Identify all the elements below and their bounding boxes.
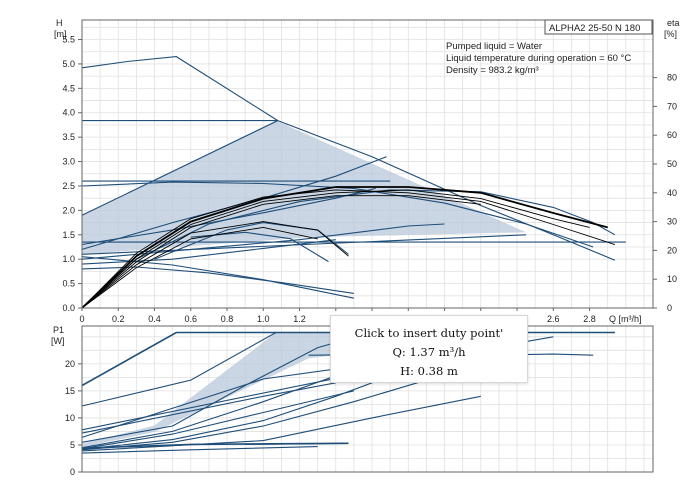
tooltip-flow-value: Q: 1.37 m³/h	[392, 345, 466, 359]
head-curve-8[interactable]	[81, 234, 527, 255]
head-curve-6[interactable]	[81, 181, 594, 248]
head-y-tick-label: 1.0	[62, 254, 75, 264]
power-axis-label: P1	[53, 325, 64, 335]
power-y-tick-label: 20	[65, 359, 75, 369]
eta-tick-label: 60	[667, 130, 677, 140]
efficiency-curve-3[interactable]	[81, 195, 481, 309]
efficiency-curve-5[interactable]	[81, 226, 318, 309]
head-y-tick-label: 5.5	[62, 35, 75, 45]
eta-tick-label: 10	[667, 274, 677, 284]
power-curve-1[interactable]	[81, 332, 277, 407]
head-curve-13[interactable]	[81, 256, 355, 299]
head-curve-2[interactable]	[81, 120, 279, 216]
head-curve-7[interactable]	[81, 223, 445, 260]
power-y-tick-label: 0	[70, 467, 75, 477]
flow-x-tick-label: 2.6	[547, 314, 560, 324]
info-line-pumped-liquid: Pumped liquid = Water	[446, 41, 542, 52]
info-line-density: Density = 983.2 kg/m³	[446, 65, 539, 76]
efficiency-curve-1[interactable]	[81, 189, 590, 309]
eta-tick-label: 50	[667, 159, 677, 169]
head-axis-unit: [m]	[54, 29, 67, 39]
head-y-tick-label: 2.0	[62, 205, 75, 215]
flow-x-tick-label: 0.4	[148, 314, 161, 324]
power-axis-unit: [W]	[51, 336, 65, 346]
flow-x-tick-label: 0.8	[221, 314, 234, 324]
info-line-temperature: Liquid temperature during operation = 60…	[446, 53, 631, 64]
flow-x-tick-label: 0.2	[112, 314, 125, 324]
head-curve-0[interactable]	[81, 56, 279, 122]
head-y-tick-label: 3.5	[62, 132, 75, 142]
power-y-tick-label: 10	[65, 413, 75, 423]
eta-axis-unit: [%]	[664, 29, 677, 39]
eta-tick-label: 0	[667, 303, 672, 313]
efficiency-curve-0[interactable]	[81, 186, 608, 309]
head-y-tick-label: 1.5	[62, 230, 75, 240]
efficiency-curve-4[interactable]	[81, 221, 349, 309]
power-curve-5[interactable]	[81, 368, 409, 450]
model-label-box	[544, 19, 653, 35]
eta-tick-label: 20	[667, 245, 677, 255]
flow-x-tick-label: 2.8	[583, 314, 596, 324]
head-curve-12[interactable]	[81, 266, 354, 294]
flow-axis-unit: Q [m³/h]	[609, 314, 642, 324]
power-curve-14[interactable]	[245, 442, 349, 445]
head-y-tick-label: 3.0	[62, 157, 75, 167]
power-curve-6[interactable]	[81, 379, 427, 451]
model-label: ALPHA2 25-50 N 180	[549, 23, 640, 34]
tooltip-head-value: H: 0.38 m	[400, 364, 458, 378]
flow-x-tick-label: 1.0	[257, 314, 270, 324]
eta-axis-label: eta	[667, 18, 680, 28]
head-y-tick-label: 4.5	[62, 83, 75, 93]
head-axis-label: H	[56, 18, 63, 28]
flow-x-tick-label: 0	[79, 314, 84, 324]
power-curve-7[interactable]	[81, 390, 355, 450]
efficiency-curve-2[interactable]	[81, 189, 616, 309]
head-y-tick-label: 4.0	[62, 108, 75, 118]
eta-tick-label: 40	[667, 188, 677, 198]
head-curve-3[interactable]	[277, 120, 616, 261]
head-y-tick-label: 5.0	[62, 59, 75, 69]
duty-point-tooltip[interactable]: Click to insert duty point' Q: 1.37 m³/h…	[330, 315, 528, 383]
flow-x-tick-label: 1.2	[293, 314, 306, 324]
power-curve-9[interactable]	[81, 382, 336, 434]
head-curve-16[interactable]	[81, 189, 616, 309]
head-y-tick-label: 0.5	[62, 279, 75, 289]
eta-tick-label: 80	[667, 73, 677, 83]
head-curve-14[interactable]	[154, 222, 349, 260]
power-curve-15[interactable]	[81, 446, 318, 454]
head-y-tick-label: 0.0	[62, 303, 75, 313]
power-y-tick-label: 15	[65, 386, 75, 396]
power-y-tick-label: 5	[70, 440, 75, 450]
eta-tick-label: 70	[667, 101, 677, 111]
head-y-tick-label: 2.5	[62, 181, 75, 191]
power-operating-area	[82, 332, 527, 448]
tooltip-title[interactable]: Click to insert duty point'	[354, 326, 504, 340]
flow-x-tick-label: 0.6	[185, 314, 198, 324]
eta-tick-label: 30	[667, 217, 677, 227]
